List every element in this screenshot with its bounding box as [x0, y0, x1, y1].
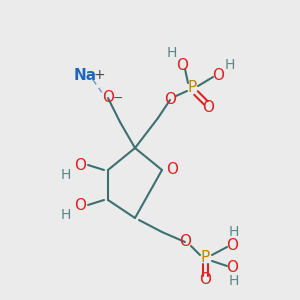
Text: +: +	[93, 68, 105, 82]
Text: O: O	[199, 272, 211, 287]
Text: O: O	[212, 68, 224, 82]
Text: O: O	[102, 91, 114, 106]
Text: Na: Na	[74, 68, 97, 82]
Text: O: O	[176, 58, 188, 73]
Text: O: O	[179, 235, 191, 250]
Text: O: O	[202, 100, 214, 116]
Text: H: H	[229, 225, 239, 239]
Text: O: O	[74, 197, 86, 212]
Text: P: P	[188, 80, 196, 95]
Text: −: −	[113, 92, 123, 104]
Text: H: H	[225, 58, 235, 72]
Text: O: O	[166, 163, 178, 178]
Text: P: P	[200, 250, 210, 266]
Text: O: O	[74, 158, 86, 172]
Text: H: H	[167, 46, 177, 60]
Text: O: O	[226, 260, 238, 275]
Text: H: H	[61, 208, 71, 222]
Text: H: H	[229, 274, 239, 288]
Text: O: O	[164, 92, 176, 107]
Text: H: H	[61, 168, 71, 182]
Text: O: O	[226, 238, 238, 253]
